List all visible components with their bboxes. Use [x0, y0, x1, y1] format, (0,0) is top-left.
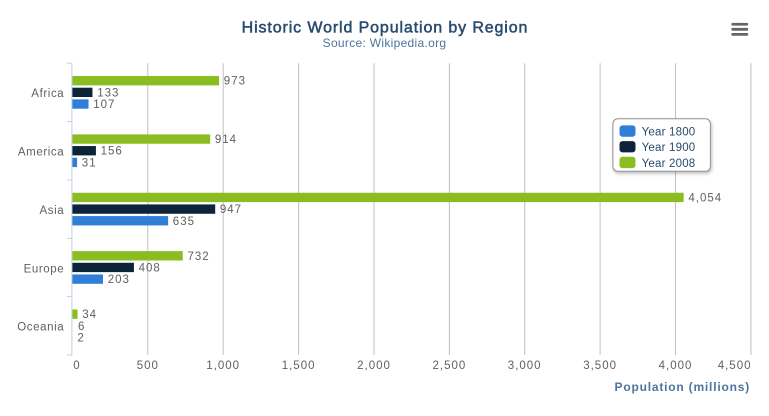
svg-text:500: 500 [137, 360, 159, 372]
svg-text:0: 0 [73, 360, 80, 372]
svg-text:1,500: 1,500 [282, 360, 316, 372]
svg-text:Historic World Population by R: Historic World Population by Region [242, 20, 529, 37]
svg-text:133: 133 [97, 87, 119, 99]
svg-text:408: 408 [139, 263, 161, 275]
svg-text:Africa: Africa [31, 88, 64, 100]
svg-text:107: 107 [93, 99, 115, 111]
svg-text:6: 6 [78, 321, 85, 333]
svg-text:4,000: 4,000 [659, 360, 693, 372]
svg-text:2,500: 2,500 [433, 360, 467, 372]
svg-text:Year 1900: Year 1900 [642, 142, 696, 154]
svg-text:635: 635 [173, 216, 195, 228]
svg-text:914: 914 [215, 134, 237, 146]
svg-text:1,000: 1,000 [206, 360, 240, 372]
svg-text:31: 31 [82, 157, 97, 169]
svg-text:4,054: 4,054 [688, 192, 722, 204]
svg-text:4,500: 4,500 [718, 360, 752, 372]
svg-text:Europe: Europe [24, 263, 65, 275]
svg-text:156: 156 [101, 146, 123, 158]
svg-text:Population (millions): Population (millions) [615, 380, 750, 394]
svg-text:Asia: Asia [40, 205, 65, 217]
svg-text:Oceania: Oceania [17, 322, 64, 334]
svg-text:732: 732 [188, 251, 210, 263]
svg-text:Source: Wikipedia.org: Source: Wikipedia.org [323, 36, 447, 50]
svg-text:Year 1800: Year 1800 [642, 126, 696, 138]
svg-text:973: 973 [224, 76, 246, 88]
svg-text:2: 2 [77, 333, 84, 345]
svg-text:Year 2008: Year 2008 [642, 158, 696, 170]
svg-text:947: 947 [220, 204, 242, 216]
svg-text:3,500: 3,500 [583, 360, 617, 372]
svg-text:America: America [18, 147, 64, 159]
svg-text:2,000: 2,000 [357, 360, 391, 372]
svg-text:3,000: 3,000 [508, 360, 542, 372]
svg-text:34: 34 [82, 309, 97, 321]
svg-text:203: 203 [108, 274, 130, 286]
